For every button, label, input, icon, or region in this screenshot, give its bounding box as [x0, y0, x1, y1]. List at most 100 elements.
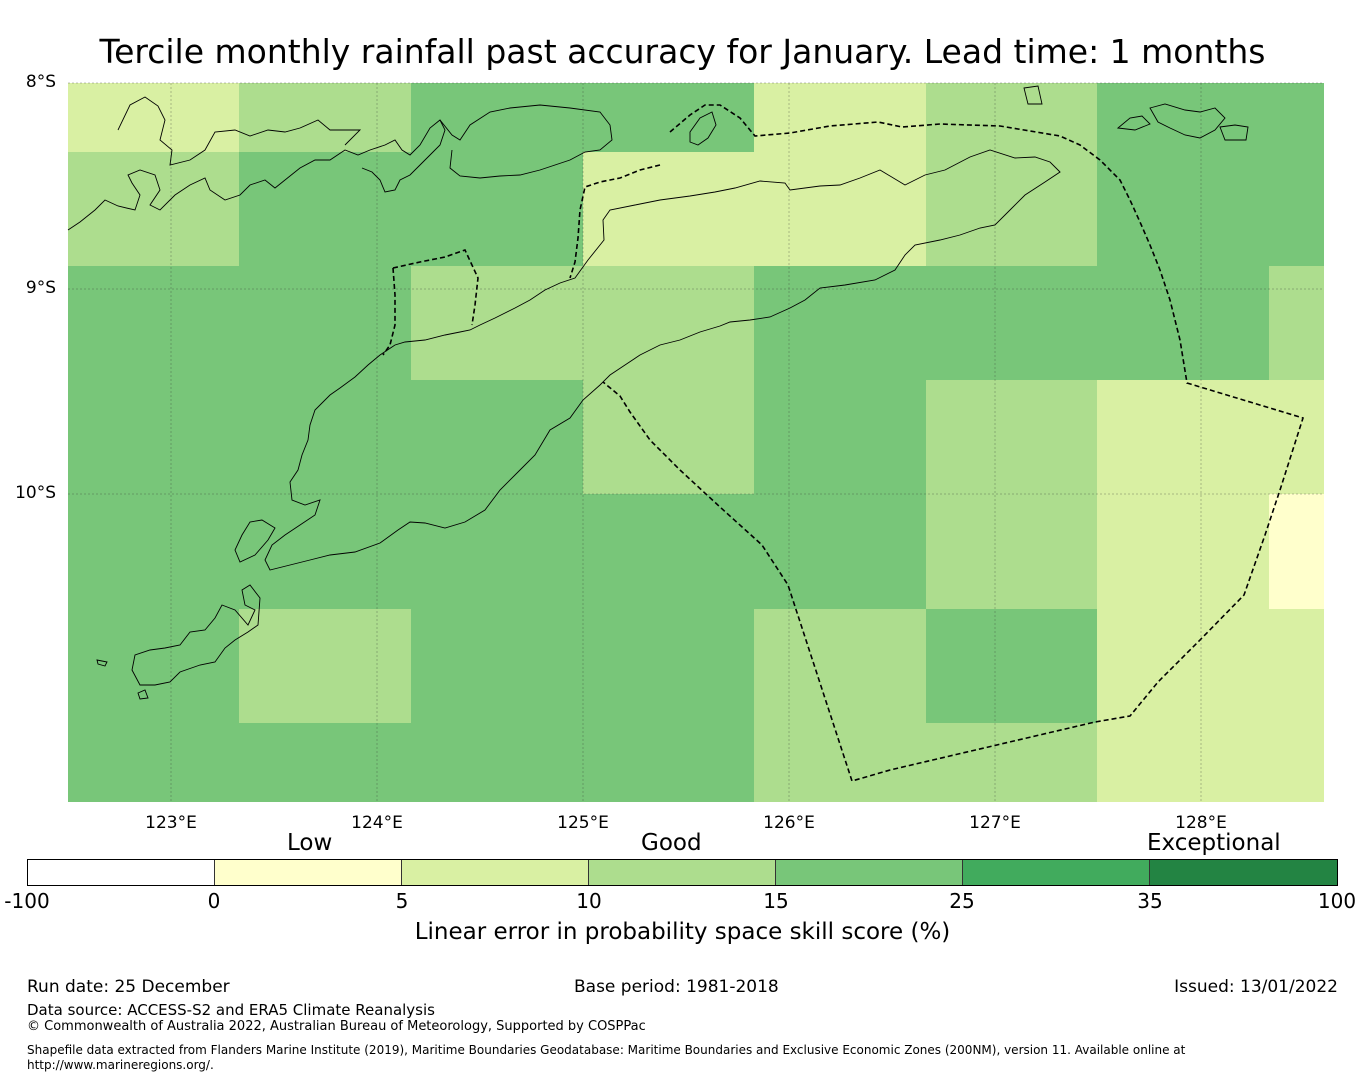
grid-cell [411, 609, 583, 723]
category-label-good: Good [641, 830, 702, 856]
grid-cell [1269, 380, 1324, 494]
colorbar-tick-neg100: -100 [4, 889, 50, 913]
grid-cell [583, 380, 754, 494]
category-label-low: Low [287, 830, 333, 856]
grid-cell [68, 380, 239, 494]
grid-cell [1269, 723, 1324, 802]
grid-cell [68, 723, 239, 802]
coast-small-isle-2 [1023, 85, 1043, 105]
grid-cell [411, 266, 583, 380]
coast-rote-semau [234, 519, 276, 563]
grid-cell [1097, 609, 1269, 723]
coast-small-isle-1 [1116, 115, 1151, 131]
data-source: Data source: ACCESS-S2 and ERA5 Climate … [27, 1001, 435, 1019]
category-label-exceptional: Exceptional [1147, 830, 1281, 856]
colorbar-title: Linear error in probability space skill … [414, 919, 951, 945]
grid-cell [68, 494, 239, 609]
grid-cell [583, 609, 754, 723]
grid-cell [411, 152, 583, 266]
grid-cell [583, 83, 754, 152]
grid-cell [68, 609, 239, 723]
grid-cell [411, 494, 583, 609]
colorbar-tick-25: 25 [949, 889, 975, 913]
issued-date: Issued: 13/01/2022 [1174, 977, 1338, 997]
map-panel [67, 82, 1324, 802]
lon-label-127e: 127°E [969, 813, 1021, 833]
grid-cell [754, 83, 926, 152]
coast-wetar [1149, 103, 1226, 139]
copyright: © Commonwealth of Australia 2022, Austra… [27, 1019, 646, 1034]
grid-cell [926, 723, 1097, 802]
lat-label-8s: 8°S [25, 72, 56, 92]
lon-label-128e: 128°E [1175, 813, 1227, 833]
grid-cell [239, 266, 411, 380]
grid-cell [583, 266, 754, 380]
grid-cell [239, 609, 411, 723]
grid-cell [583, 152, 754, 266]
eez-boundary-timor-leste-north [569, 164, 661, 279]
grid-cell [239, 83, 411, 152]
lon-label-126e: 126°E [763, 813, 815, 833]
colorbar-tick-10: 10 [576, 889, 602, 913]
colorbar-tick-35: 35 [1137, 889, 1163, 913]
grid-cell [1269, 152, 1324, 266]
grid-cell [926, 380, 1097, 494]
shapefile-credit-line2: http://www.marineregions.org/. [27, 1058, 214, 1072]
grid-cell [411, 723, 583, 802]
colorbar-segment [402, 860, 589, 885]
grid-cell [239, 723, 411, 802]
coast-timor-north [264, 149, 1061, 571]
grid-cell [239, 380, 411, 494]
grid-cell [926, 494, 1097, 609]
grid-cell [1269, 494, 1324, 609]
coast-raijua [137, 689, 149, 700]
grid-cell [239, 494, 411, 609]
grid-cell [68, 266, 239, 380]
grid-cell [411, 380, 583, 494]
lat-label-9s: 9°S [25, 278, 56, 298]
grid-cell [1097, 152, 1269, 266]
graticule [68, 82, 1324, 802]
colorbar-segment [963, 860, 1150, 885]
coast-north-flores [117, 96, 362, 166]
base-period: Base period: 1981-2018 [574, 977, 779, 997]
lon-label-124e: 124°E [351, 813, 403, 833]
grid-cell [1269, 83, 1324, 152]
lon-label-125e: 125°E [557, 813, 609, 833]
colorbar-tick-100: 100 [1317, 889, 1357, 913]
coast-wetar-east [1219, 124, 1249, 141]
skill-grid [68, 83, 1324, 802]
grid-cell [754, 380, 926, 494]
grid-cell [1097, 723, 1269, 802]
grid-cell [68, 83, 239, 152]
colorbar [27, 859, 1338, 886]
coast-solor-alor [439, 104, 613, 179]
grid-cell [1269, 266, 1324, 380]
grid-cell [754, 152, 926, 266]
grid-cell [583, 494, 754, 609]
colorbar-segment [589, 860, 776, 885]
colorbar-segment [215, 860, 402, 885]
grid-cell [239, 152, 411, 266]
grid-cell [68, 152, 239, 266]
coast-flores-east [67, 119, 446, 231]
coast-atauro [689, 111, 717, 146]
grid-cell [926, 266, 1097, 380]
coast-sumba-east [131, 584, 261, 686]
coastlines [67, 85, 1249, 700]
colorbar-segment [776, 860, 963, 885]
maritime-boundaries [382, 104, 1305, 782]
colorbar-segment [1150, 860, 1337, 885]
lat-label-10s: 10°S [15, 483, 56, 503]
eez-boundary-oecusse [382, 249, 479, 356]
coast-sawu [96, 659, 108, 667]
grid-cell [583, 723, 754, 802]
grid-cell [926, 609, 1097, 723]
shapefile-credit-line1: Shapefile data extracted from Flanders M… [27, 1043, 1186, 1057]
grid-cell [754, 723, 926, 802]
grid-cell [754, 494, 926, 609]
colorbar-tick-15: 15 [763, 889, 789, 913]
grid-cell [754, 266, 926, 380]
grid-cell [754, 609, 926, 723]
grid-cell [1269, 609, 1324, 723]
